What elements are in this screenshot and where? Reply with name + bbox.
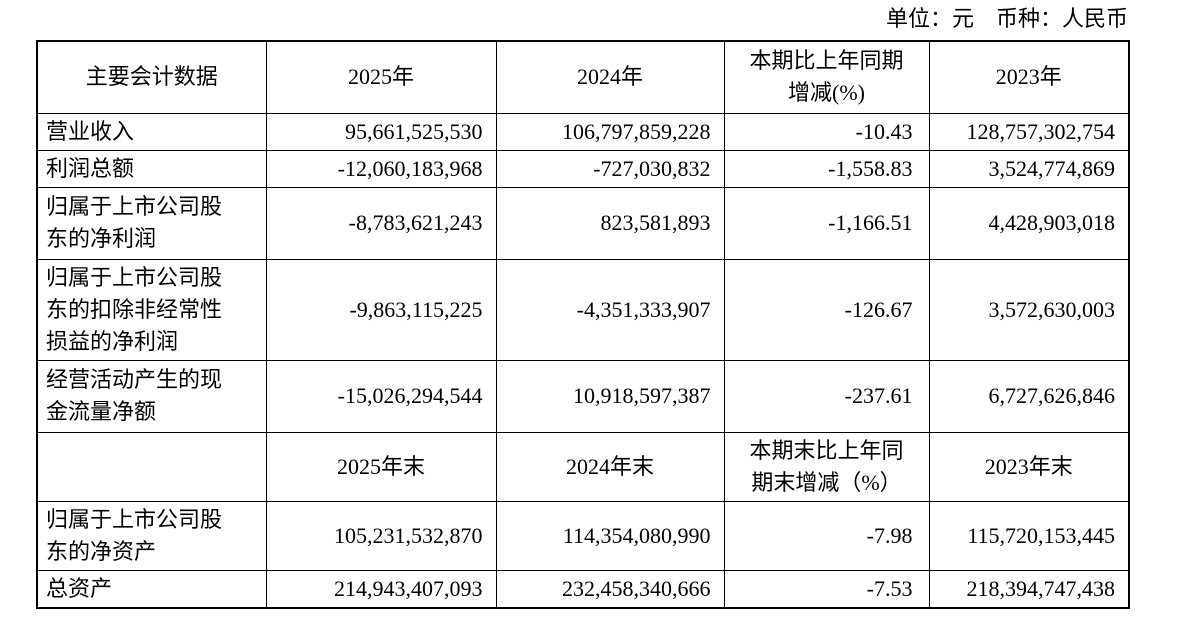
value-2025: 105,231,532,870	[265, 500, 497, 571]
header-change: 本期比上年同期 增减(%)	[723, 40, 930, 114]
value-2024: 232,458,340,666	[495, 569, 725, 608]
header-2023: 2023年	[928, 40, 1130, 114]
subheader-change: 本期末比上年同 期末增减（%）	[723, 431, 930, 502]
value-2024: 114,354,080,990	[495, 500, 725, 571]
value-2023: 3,524,774,869	[928, 149, 1130, 188]
table-header-row: 主要会计数据 2025年 2024年 本期比上年同期 增减(%) 2023年	[36, 40, 1130, 114]
table-row-total-assets: 总资产 214,943,407,093 232,458,340,666 -7.5…	[36, 569, 1130, 608]
subheader-2023-end: 2023年末	[928, 431, 1130, 502]
header-2025: 2025年	[265, 40, 497, 114]
value-change: -10.43	[723, 112, 930, 151]
table-subheader-row: 2025年末 2024年末 本期末比上年同 期末增减（%） 2023年末	[36, 431, 1130, 502]
header-metric: 主要会计数据	[36, 40, 267, 114]
value-2025: -12,060,183,968	[265, 149, 497, 188]
value-change: -7.98	[723, 500, 930, 571]
value-change: -126.67	[723, 258, 930, 361]
value-2024: -727,030,832	[495, 149, 725, 188]
value-2025: 214,943,407,093	[265, 569, 497, 608]
value-2024: 106,797,859,228	[495, 112, 725, 151]
table-row-operating-cash-flow: 经营活动产生的现 金流量净额 -15,026,294,544 10,918,59…	[36, 359, 1130, 433]
value-2024: 10,918,597,387	[495, 359, 725, 433]
value-2023: 218,394,747,438	[928, 569, 1130, 608]
subheader-2024-end: 2024年末	[495, 431, 725, 502]
value-2024: 823,581,893	[495, 186, 725, 260]
row-label: 营业收入	[36, 112, 267, 151]
value-change: -237.61	[723, 359, 930, 433]
subheader-empty	[36, 431, 267, 502]
unit-currency-note: 单位：元 币种：人民币	[885, 6, 1128, 31]
value-2025: -9,863,115,225	[265, 258, 497, 361]
row-label: 经营活动产生的现 金流量净额	[36, 359, 267, 433]
value-2023: 115,720,153,445	[928, 500, 1130, 571]
value-2023: 6,727,626,846	[928, 359, 1130, 433]
header-2024: 2024年	[495, 40, 725, 114]
table-row-total-profit: 利润总额 -12,060,183,968 -727,030,832 -1,558…	[36, 149, 1130, 188]
value-2025: -8,783,621,243	[265, 186, 497, 260]
table-row-net-assets: 归属于上市公司股 东的净资产 105,231,532,870 114,354,0…	[36, 500, 1130, 571]
value-change: -1,558.83	[723, 149, 930, 188]
value-2025: -15,026,294,544	[265, 359, 497, 433]
value-2023: 128,757,302,754	[928, 112, 1130, 151]
value-2024: -4,351,333,907	[495, 258, 725, 361]
row-label: 利润总额	[36, 149, 267, 188]
value-change: -1,166.51	[723, 186, 930, 260]
value-2023: 3,572,630,003	[928, 258, 1130, 361]
table-row-net-profit-excl-nonrecurring: 归属于上市公司股 东的扣除非经常性 损益的净利润 -9,863,115,225 …	[36, 258, 1130, 361]
row-label: 总资产	[36, 569, 267, 608]
row-label: 归属于上市公司股 东的净资产	[36, 500, 267, 571]
table-row-net-profit: 归属于上市公司股 东的净利润 -8,783,621,243 823,581,89…	[36, 186, 1130, 260]
row-label: 归属于上市公司股 东的净利润	[36, 186, 267, 260]
financial-summary-table: 主要会计数据 2025年 2024年 本期比上年同期 增减(%) 2023年 营…	[36, 40, 1130, 609]
value-change: -7.53	[723, 569, 930, 608]
value-2025: 95,661,525,530	[265, 112, 497, 151]
row-label: 归属于上市公司股 东的扣除非经常性 损益的净利润	[36, 258, 267, 361]
table-row-revenue: 营业收入 95,661,525,530 106,797,859,228 -10.…	[36, 112, 1130, 151]
value-2023: 4,428,903,018	[928, 186, 1130, 260]
subheader-2025-end: 2025年末	[265, 431, 497, 502]
